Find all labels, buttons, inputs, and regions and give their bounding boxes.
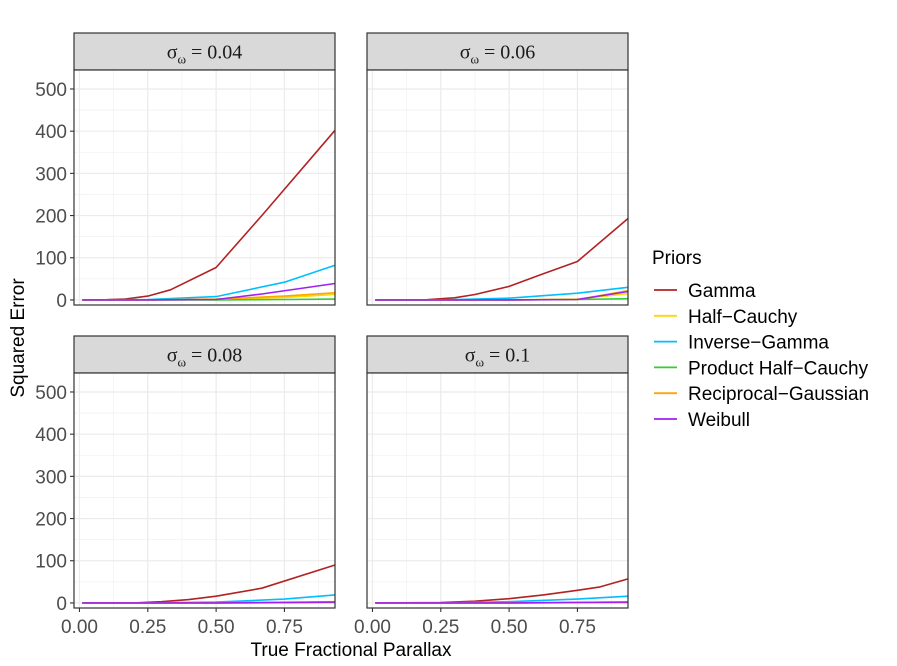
y-tick-label: 0 <box>56 594 67 615</box>
x-tick-label: 0.75 <box>559 617 596 638</box>
panel-strip-label: σω = 0.06 <box>460 42 536 67</box>
y-tick-label: 200 <box>35 207 67 228</box>
series-line-weibull <box>82 282 336 301</box>
legend-title: Priors <box>652 248 702 269</box>
legend-label: Weibull <box>688 410 750 431</box>
series-lines <box>375 217 629 301</box>
legend: Priors Gamma Half−Cauchy Inverse−Gamma Prod… <box>652 248 869 431</box>
x-axis-title: True Fractional Parallax <box>251 640 452 661</box>
panel-strip <box>73 32 336 71</box>
panel-background <box>74 70 335 305</box>
x-tick-label: 0.50 <box>491 617 528 638</box>
x-tick-label: 0.25 <box>422 617 459 638</box>
panel-3: σω = 0.08 0 100 200 300 400 500 0.00 0.25 0.50 0.7… <box>35 335 336 638</box>
y-tick-label: 300 <box>35 164 67 185</box>
series-line-weibull <box>375 290 629 301</box>
panel-background <box>74 373 335 608</box>
legend-label: Reciprocal−Gaussian <box>688 384 869 405</box>
x-tick-label: 0.75 <box>266 617 303 638</box>
y-tick-label: 100 <box>35 552 67 573</box>
panel-border <box>366 372 629 609</box>
panels: σω = 0.04 0 100 200 300 400 500 σω = 0.06 σω = 0… <box>35 32 629 638</box>
panel-border <box>73 69 336 306</box>
legend-label: Product Half−Cauchy <box>688 358 869 379</box>
series-lines <box>375 578 629 604</box>
series-line-weibull <box>82 601 336 604</box>
series-line-weibull <box>375 601 629 604</box>
panel-strip-label: σω = 0.08 <box>167 345 243 370</box>
legend-entries: Gamma Half−Cauchy Inverse−Gamma Product Hal… <box>654 281 869 431</box>
y-tick-label: 100 <box>35 249 67 270</box>
y-tick-label: 400 <box>35 122 67 143</box>
gridlines <box>74 70 335 305</box>
panel-4: σω = 0.1 0.00 0.25 0.50 0.75 <box>354 335 629 638</box>
panel-background <box>367 373 628 608</box>
panel-border <box>73 372 336 609</box>
series-lines <box>82 564 336 604</box>
y-tick-label: 500 <box>35 383 67 404</box>
x-tick-label: 0.00 <box>61 617 98 638</box>
x-tick-label: 0.50 <box>198 617 235 638</box>
legend-label: Half−Cauchy <box>688 307 798 328</box>
panel-strip-label: σω = 0.04 <box>167 42 243 67</box>
panel-2: σω = 0.06 <box>366 32 629 306</box>
panel-strip-label: σω = 0.1 <box>465 345 531 370</box>
panel-strip <box>73 335 336 374</box>
x-tick-label: 0.25 <box>129 617 166 638</box>
panel-border <box>366 69 629 306</box>
y-tick-label: 0 <box>56 291 67 312</box>
y-tick-label: 200 <box>35 510 67 531</box>
x-tick-label: 0.00 <box>354 617 391 638</box>
legend-label: Gamma <box>688 281 756 302</box>
y-axis-title: Squared Error <box>8 278 29 398</box>
panel-1: σω = 0.04 0 100 200 300 400 500 <box>35 32 336 312</box>
series-lines <box>82 129 336 301</box>
panel-strip <box>366 32 629 71</box>
y-tick-label: 300 <box>35 467 67 488</box>
y-tick-label: 400 <box>35 425 67 446</box>
y-tick-label: 500 <box>35 80 67 101</box>
legend-label: Inverse−Gamma <box>688 333 829 354</box>
panel-background <box>367 70 628 305</box>
